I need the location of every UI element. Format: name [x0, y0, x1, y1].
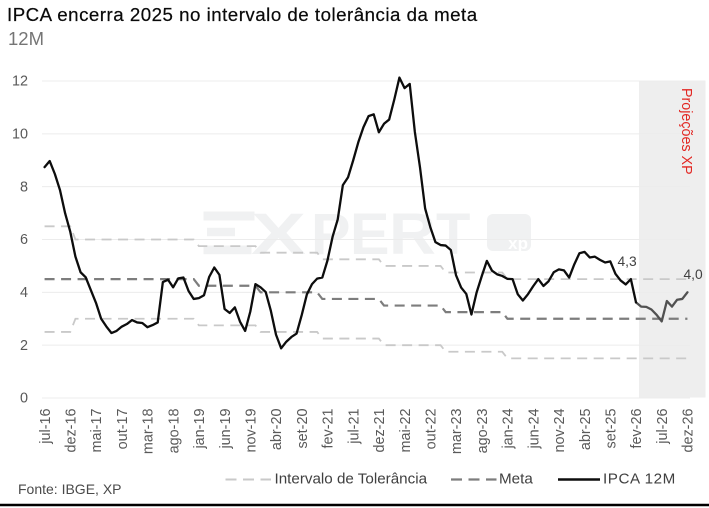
svg-text:2: 2 [20, 338, 28, 354]
svg-text:mai-17: mai-17 [89, 409, 105, 453]
svg-text:Intervalo de Tolerância: Intervalo de Tolerância [275, 471, 428, 488]
svg-text:abr-20: abr-20 [269, 409, 285, 451]
svg-text:P: P [311, 203, 350, 267]
svg-text:E: E [350, 203, 389, 267]
svg-text:nov-19: nov-19 [243, 409, 259, 453]
svg-text:jul-21: jul-21 [346, 409, 362, 445]
svg-text:xp: xp [508, 234, 528, 253]
svg-text:jan-24: jan-24 [501, 409, 517, 450]
svg-text:8: 8 [20, 179, 28, 195]
svg-text:4,3: 4,3 [618, 254, 638, 269]
svg-text:ago-18: ago-18 [166, 409, 182, 454]
svg-text:0: 0 [20, 391, 28, 407]
svg-text:Projeções XP: Projeções XP [678, 88, 694, 175]
svg-text:set-25: set-25 [603, 409, 619, 449]
svg-text:R: R [389, 202, 436, 267]
svg-text:jan-19: jan-19 [192, 409, 208, 450]
svg-text:4,0: 4,0 [684, 267, 704, 282]
svg-text:out-17: out-17 [115, 409, 131, 450]
svg-text:dez-26: dez-26 [681, 409, 697, 453]
svg-text:12: 12 [12, 74, 28, 90]
svg-text:4: 4 [20, 285, 28, 301]
svg-text:mar-18: mar-18 [141, 409, 157, 455]
svg-text:fev-21: fev-21 [321, 409, 337, 449]
svg-text:set-20: set-20 [295, 409, 311, 449]
svg-text:jul-16: jul-16 [38, 409, 54, 445]
svg-text:6: 6 [20, 232, 28, 248]
svg-text:dez-21: dez-21 [372, 409, 388, 453]
svg-text:Meta: Meta [499, 471, 533, 488]
svg-text:mai-22: mai-22 [398, 409, 414, 453]
svg-text:out-22: out-22 [423, 409, 439, 450]
svg-text:nov-24: nov-24 [552, 409, 568, 453]
svg-text:abr-25: abr-25 [578, 409, 594, 451]
svg-text:dez-16: dez-16 [63, 409, 79, 453]
svg-text:jul-26: jul-26 [655, 409, 671, 445]
svg-text:mar-23: mar-23 [449, 409, 465, 455]
svg-text:10: 10 [12, 127, 28, 143]
svg-text:X: X [251, 203, 306, 267]
svg-text:ago-23: ago-23 [475, 409, 491, 454]
svg-text:fev-26: fev-26 [629, 409, 645, 449]
svg-text:IPCA 12M: IPCA 12M [603, 471, 676, 488]
svg-text:jun-19: jun-19 [218, 409, 234, 450]
svg-text:jun-24: jun-24 [526, 409, 542, 450]
